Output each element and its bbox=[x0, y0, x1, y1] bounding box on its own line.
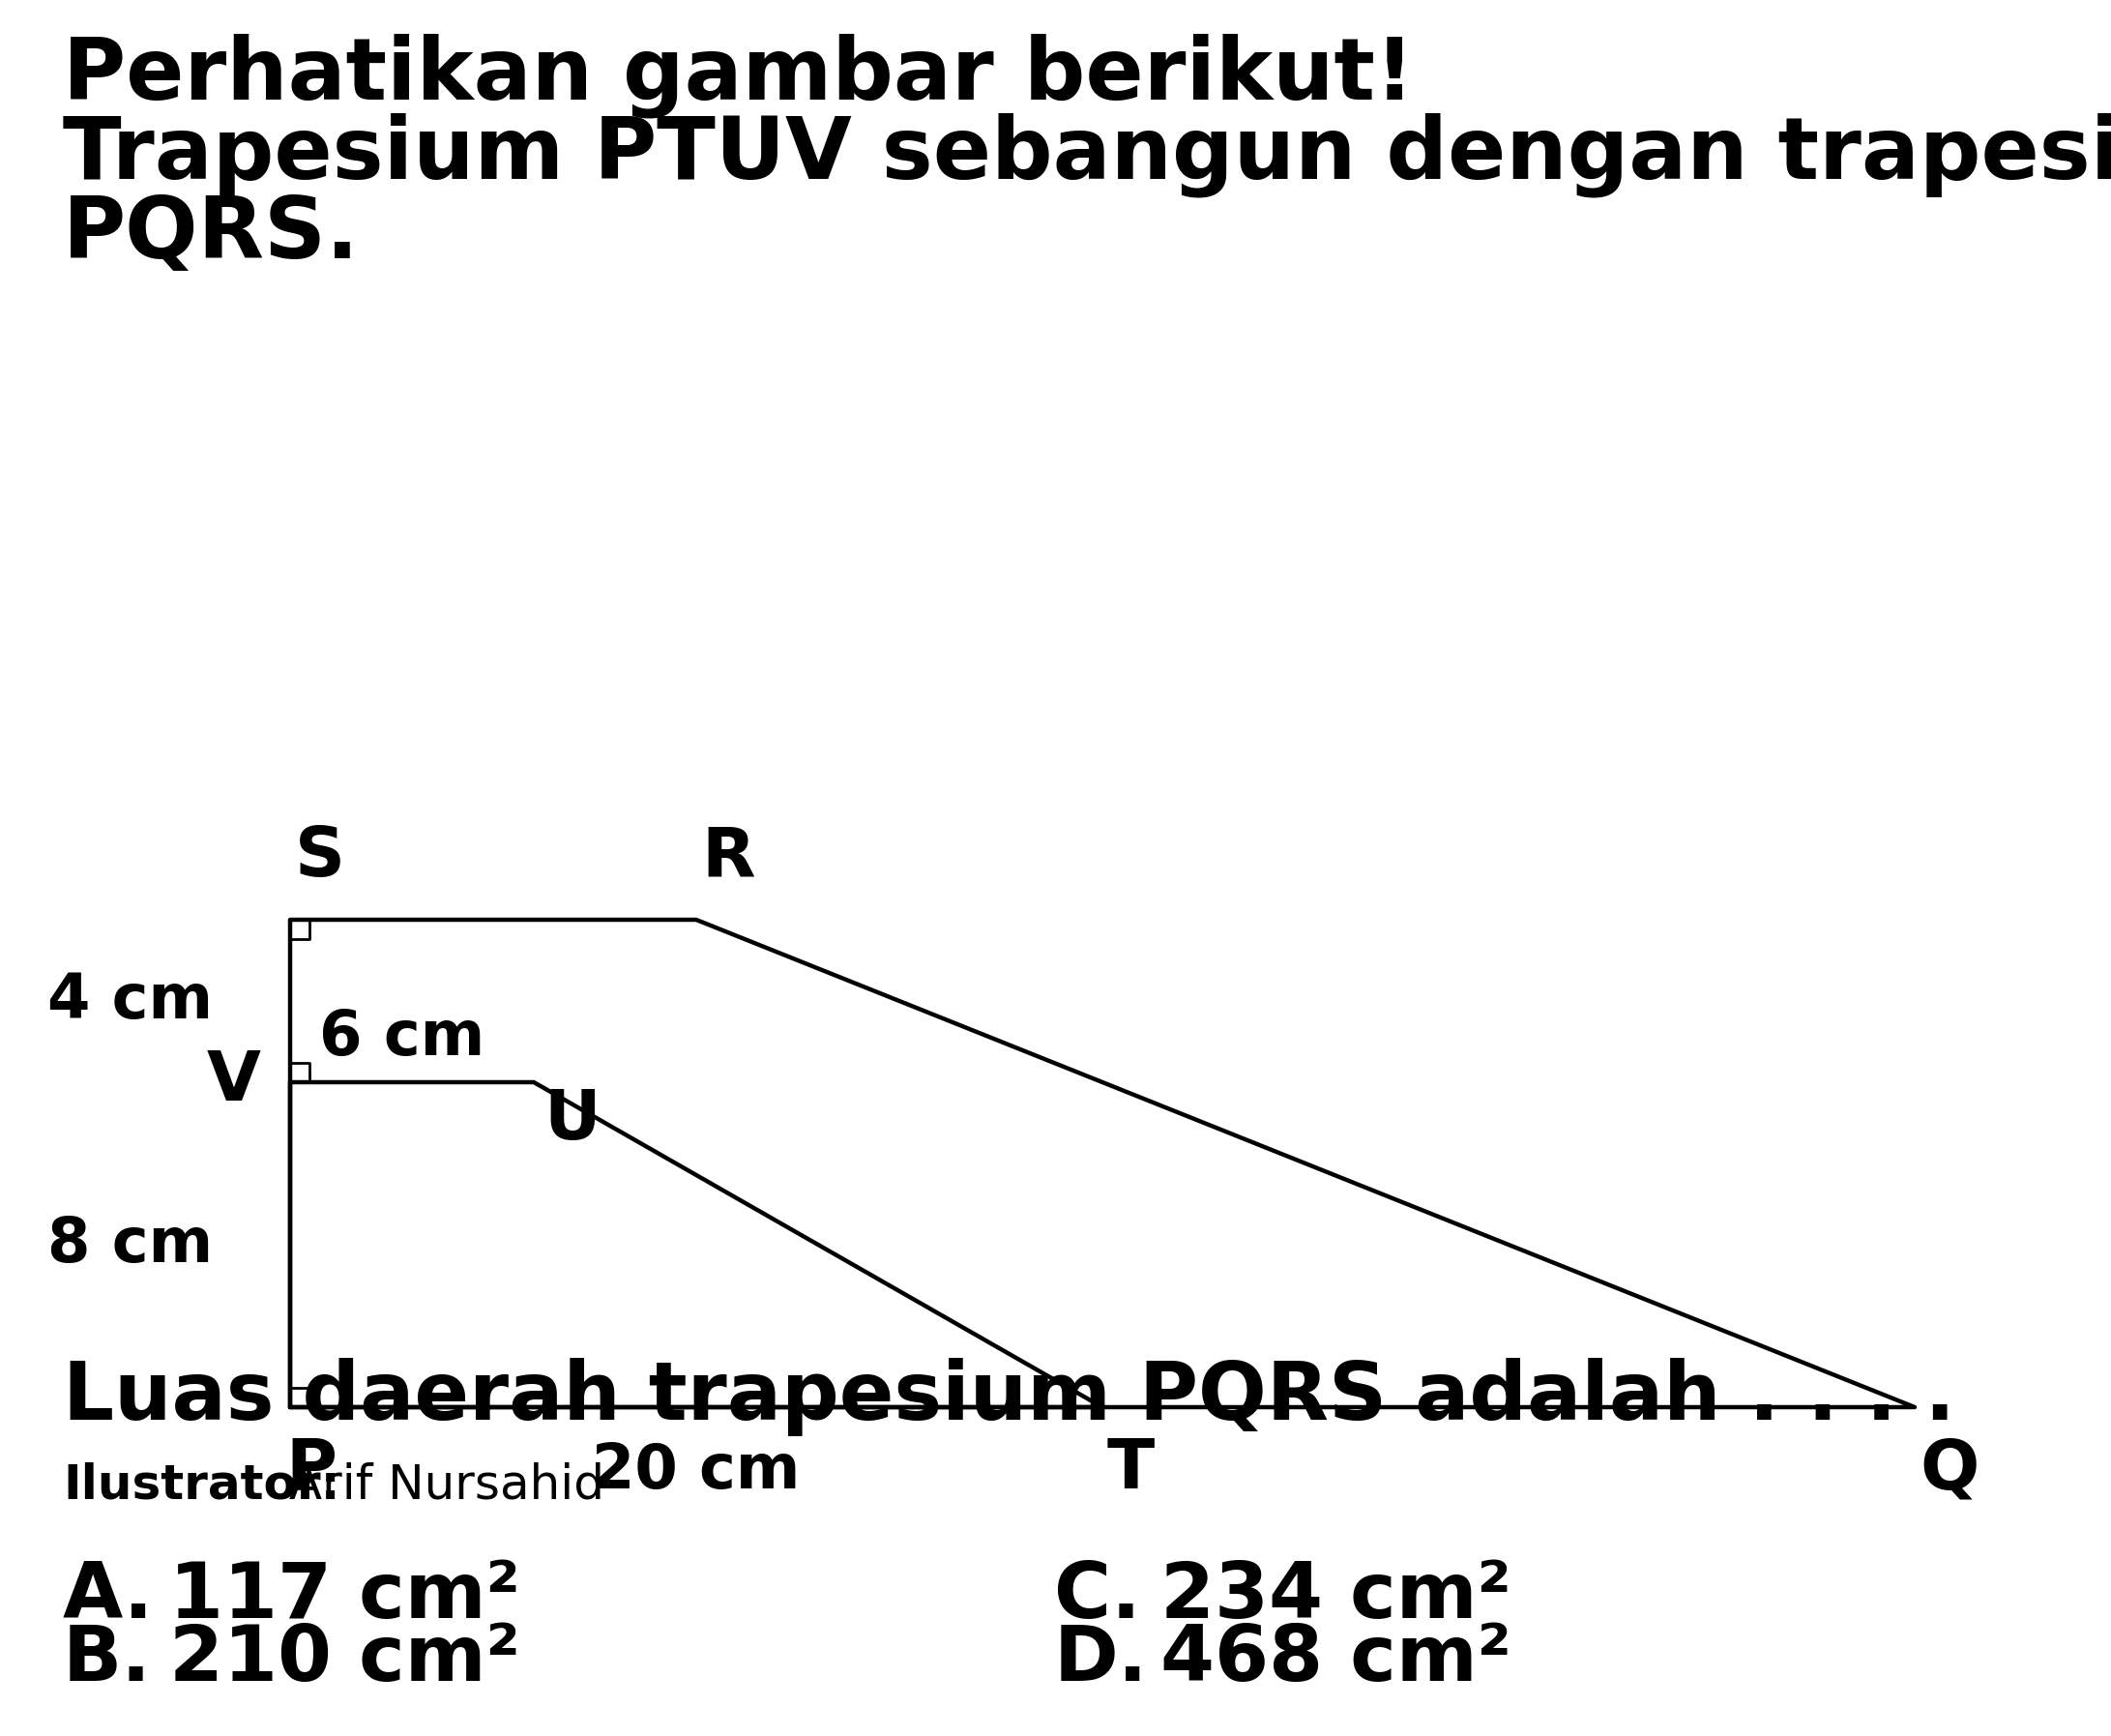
Text: 6 cm: 6 cm bbox=[319, 1009, 486, 1068]
Text: Perhatikan gambar berikut!: Perhatikan gambar berikut! bbox=[63, 33, 1414, 118]
Text: 210 cm²: 210 cm² bbox=[169, 1621, 519, 1698]
Text: P: P bbox=[285, 1436, 336, 1503]
Text: C.: C. bbox=[1053, 1559, 1140, 1635]
Text: D.: D. bbox=[1053, 1621, 1148, 1698]
Text: 468 cm²: 468 cm² bbox=[1161, 1621, 1511, 1698]
Text: Q: Q bbox=[1919, 1436, 1978, 1503]
Text: 4 cm: 4 cm bbox=[46, 970, 213, 1031]
Text: 8 cm: 8 cm bbox=[46, 1215, 213, 1274]
Text: S: S bbox=[296, 825, 346, 891]
Text: R: R bbox=[701, 825, 756, 891]
Text: T: T bbox=[1108, 1436, 1155, 1503]
Text: V: V bbox=[207, 1049, 262, 1116]
Text: 117 cm²: 117 cm² bbox=[169, 1559, 519, 1635]
Text: Trapesium PTUV sebangun dengan trapesium: Trapesium PTUV sebangun dengan trapesium bbox=[63, 113, 2111, 198]
Text: 20 cm: 20 cm bbox=[591, 1441, 800, 1502]
Text: Ilustrator:: Ilustrator: bbox=[63, 1462, 340, 1509]
Text: U: U bbox=[543, 1087, 600, 1154]
Text: Luas daerah trapesium PQRS adalah . . . .: Luas daerah trapesium PQRS adalah . . . … bbox=[63, 1358, 1955, 1436]
Text: Arif Nursahid: Arif Nursahid bbox=[274, 1462, 604, 1509]
Text: 234 cm²: 234 cm² bbox=[1161, 1559, 1511, 1635]
Text: B.: B. bbox=[63, 1621, 152, 1698]
Text: PQRS.: PQRS. bbox=[63, 193, 359, 276]
Text: A.: A. bbox=[63, 1559, 154, 1635]
